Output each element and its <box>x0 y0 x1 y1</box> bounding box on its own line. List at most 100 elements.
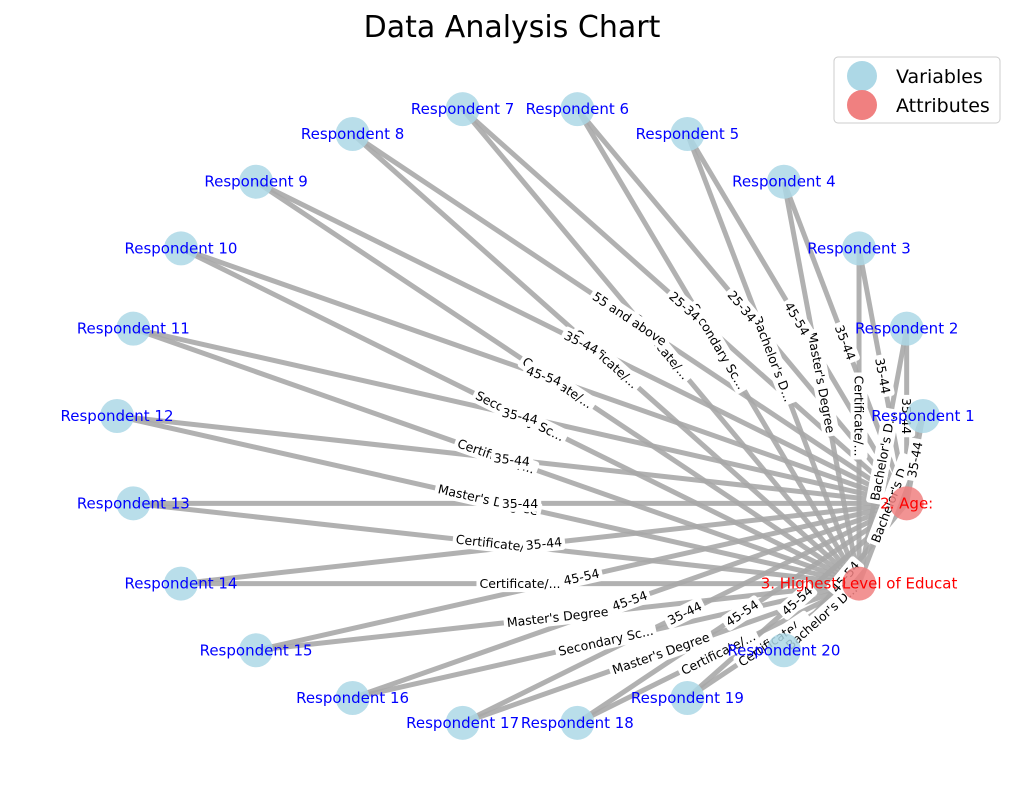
edge-label-r13-age: 35-44 <box>502 496 538 511</box>
node-r13 <box>116 486 151 521</box>
edge-label-bg <box>866 407 900 505</box>
node-r4 <box>766 164 801 199</box>
edge-label-bg <box>554 621 658 660</box>
edge-label-r3-age: 35-44 <box>872 357 893 396</box>
node-label-r20: Respondent 20 <box>727 641 840 659</box>
node-r3 <box>842 231 877 266</box>
edge-label-r14-age: 35-44 <box>525 534 563 553</box>
edge-label-bg <box>587 287 672 351</box>
node-label-r11: Respondent 11 <box>77 320 190 338</box>
node-r11 <box>116 311 151 346</box>
node-label-r6: Respondent 6 <box>526 100 629 118</box>
legend-variables-label: Variables <box>896 66 983 88</box>
node-r14 <box>163 566 198 601</box>
node-r1 <box>906 399 940 433</box>
edge-label-group-r15-age: 45-54 <box>559 564 604 590</box>
node-r15 <box>239 633 274 668</box>
edge-label-group-r14-edu: Certificate/... <box>476 575 564 593</box>
node-r8 <box>335 117 370 152</box>
edge-label-group-r3-age: 35-44 <box>871 354 895 398</box>
node-label-r14: Respondent 14 <box>124 575 237 593</box>
node-r20 <box>766 633 801 668</box>
edge-label-bg <box>607 586 652 615</box>
chart-title: Data Analysis Chart <box>364 10 661 45</box>
node-labels-layer: Respondent 1 Respondent 2 Respondent 3 Resp… <box>61 100 975 732</box>
edge-label-bg <box>452 530 541 557</box>
edge-label-group-r6-age: 25-34 <box>723 285 761 327</box>
node-r9 <box>239 164 274 199</box>
node-edu <box>842 566 877 601</box>
edge-label-bg <box>498 494 542 512</box>
legend: Variables Attributes <box>833 56 1001 124</box>
edge-label-bg <box>498 403 542 429</box>
node-label-r9: Respondent 9 <box>204 173 307 191</box>
node-r10 <box>163 231 198 266</box>
node-r17 <box>445 705 480 740</box>
edge-label-group-r5-edu: Bachelor's D... <box>748 311 798 407</box>
edge-label-bg <box>662 597 707 630</box>
edge-label-bg <box>776 581 818 620</box>
node-r18 <box>560 705 595 740</box>
edge-label-bg <box>850 372 868 460</box>
edge-label-group-r13-age: 35-44 <box>498 494 542 512</box>
node-label-r18: Respondent 18 <box>521 714 634 732</box>
edge-label-bg <box>521 361 566 391</box>
edge-label-bg <box>676 627 760 680</box>
node-label-r7: Respondent 7 <box>411 100 514 118</box>
node-label-r12: Respondent 12 <box>61 407 174 425</box>
edge-label-bg <box>871 354 895 398</box>
edge-label-group-r3-edu: Certificate/... <box>850 372 868 460</box>
node-label-r13: Respondent 13 <box>77 494 190 512</box>
edge-label-bg <box>748 311 798 407</box>
edge-label-bg <box>607 628 715 679</box>
edge-label-group-r14-age: 35-44 <box>522 532 566 554</box>
nodes-layer <box>100 92 940 740</box>
node-label-r1: Respondent 1 <box>871 407 974 425</box>
node-r5 <box>670 117 705 152</box>
node-label-r15: Respondent 15 <box>200 641 313 659</box>
edge-label-bg <box>723 285 761 327</box>
node-label-r19: Respondent 19 <box>631 689 744 707</box>
edge-label-r1-age: 35-44 <box>904 440 925 479</box>
edge-label-group-r13-edu: Certificate/... <box>452 530 541 557</box>
node-label-r3: Respondent 3 <box>807 239 910 257</box>
legend-variables-marker <box>847 61 877 91</box>
edge-label-group-r12-age: 35-44 <box>490 449 534 471</box>
edge-label-bg <box>503 602 613 632</box>
node-r16 <box>335 680 370 715</box>
edge-label-group-r11-age: 35-44 <box>498 403 542 429</box>
edge-label-bg <box>559 564 604 590</box>
node-r6 <box>560 92 595 127</box>
edge-label-r8-age: 55 and above <box>590 289 670 349</box>
node-r12 <box>100 399 134 433</box>
edge-label-bg <box>780 297 815 341</box>
node-r2 <box>889 311 924 346</box>
edge-label-r3-edu: Certificate/... <box>852 375 867 456</box>
edge-label-r12-age: 35-44 <box>493 450 531 469</box>
node-label-r5: Respondent 5 <box>636 125 739 143</box>
edge-label-bg <box>685 298 751 394</box>
node-r19 <box>670 680 705 715</box>
edge-label-bg <box>522 532 566 554</box>
node-label-r10: Respondent 10 <box>124 239 237 257</box>
edge-label-bg <box>720 595 764 631</box>
edge-label-bg <box>559 326 604 359</box>
node-age <box>889 486 924 521</box>
node-label-r2: Respondent 2 <box>855 320 958 338</box>
node-label-r4: Respondent 4 <box>732 173 835 191</box>
node-label-r17: Respondent 17 <box>406 714 519 732</box>
edge-label-bg <box>903 437 927 482</box>
edge-label-bg <box>476 575 564 593</box>
edge-label-r5-edu: Bachelor's D... <box>750 314 796 404</box>
edge-label-bg <box>664 287 705 326</box>
edge-label-bg <box>780 579 862 655</box>
node-label-r8: Respondent 8 <box>301 125 404 143</box>
node-label-r16: Respondent 16 <box>296 689 409 707</box>
edge-label-group-r8-age: 55 and above <box>587 287 672 351</box>
edge-label-bg <box>490 449 534 471</box>
edge-label-bg <box>803 328 840 438</box>
node-r7 <box>445 92 480 127</box>
node-label-edu: 3. Highest Level of Educat <box>761 575 958 593</box>
node-label-age: 2. Age: <box>880 494 933 512</box>
